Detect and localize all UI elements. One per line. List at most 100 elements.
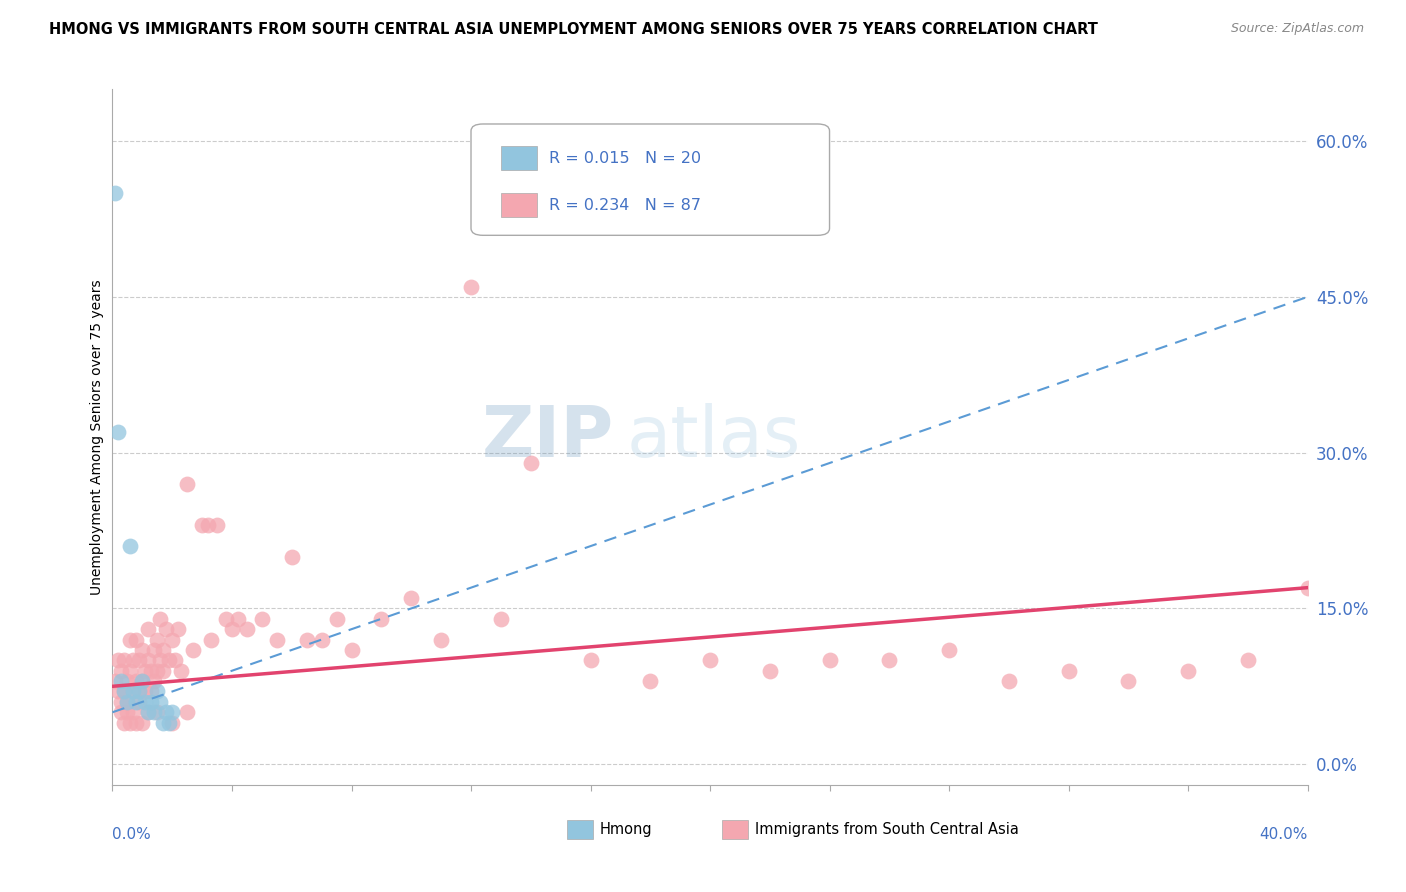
Point — [122, 653, 145, 667]
Point — [149, 612, 172, 626]
Point — [131, 674, 153, 689]
Point — [176, 476, 198, 491]
Point — [131, 715, 153, 730]
Point — [325, 612, 347, 626]
Point — [1057, 664, 1080, 678]
Point — [141, 684, 163, 698]
Point — [157, 653, 180, 667]
FancyBboxPatch shape — [567, 820, 593, 839]
Point — [200, 632, 222, 647]
Point — [114, 684, 135, 698]
Point — [250, 612, 273, 626]
Point — [143, 674, 166, 689]
Point — [110, 674, 132, 689]
Point — [266, 632, 288, 647]
Point — [125, 632, 148, 647]
Point — [879, 653, 901, 667]
Text: ZIP: ZIP — [482, 402, 614, 472]
Point — [998, 674, 1021, 689]
Point — [134, 664, 156, 678]
Point — [107, 425, 129, 439]
Point — [152, 715, 174, 730]
Point — [134, 684, 156, 698]
Text: R = 0.015   N = 20: R = 0.015 N = 20 — [548, 151, 700, 166]
Point — [1118, 674, 1140, 689]
Point — [162, 715, 183, 730]
Point — [759, 664, 782, 678]
Point — [197, 518, 219, 533]
Point — [370, 612, 392, 626]
Point — [340, 643, 363, 657]
Point — [114, 653, 135, 667]
Point — [430, 632, 453, 647]
Point — [149, 653, 172, 667]
Point — [122, 684, 145, 698]
Point — [155, 622, 177, 636]
Point — [162, 706, 183, 720]
Point — [1237, 653, 1260, 667]
Point — [125, 715, 148, 730]
Point — [128, 684, 150, 698]
Point — [104, 674, 127, 689]
Point — [107, 684, 129, 698]
Point — [110, 664, 132, 678]
Point — [138, 622, 160, 636]
Point — [141, 695, 163, 709]
Point — [938, 643, 960, 657]
Point — [146, 632, 169, 647]
Point — [579, 653, 602, 667]
Point — [295, 632, 318, 647]
Point — [1296, 581, 1319, 595]
Text: 40.0%: 40.0% — [1260, 827, 1308, 842]
FancyBboxPatch shape — [501, 146, 537, 170]
Point — [460, 279, 482, 293]
Point — [226, 612, 249, 626]
Point — [120, 632, 142, 647]
Point — [120, 539, 142, 553]
Point — [138, 706, 160, 720]
Text: R = 0.234   N = 87: R = 0.234 N = 87 — [548, 198, 700, 213]
Point — [120, 715, 142, 730]
Point — [281, 549, 304, 564]
Point — [165, 653, 187, 667]
Text: Hmong: Hmong — [600, 822, 652, 837]
Point — [1177, 664, 1199, 678]
Point — [155, 706, 177, 720]
Point — [181, 643, 204, 657]
Point — [141, 664, 163, 678]
Point — [117, 706, 139, 720]
Point — [162, 632, 183, 647]
Point — [149, 695, 172, 709]
Point — [110, 695, 132, 709]
Point — [117, 695, 139, 709]
Point — [401, 591, 423, 605]
Point — [122, 706, 145, 720]
Point — [128, 684, 150, 698]
Point — [117, 674, 139, 689]
Y-axis label: Unemployment Among Seniors over 75 years: Unemployment Among Seniors over 75 years — [90, 279, 104, 595]
Point — [122, 684, 145, 698]
Point — [157, 715, 180, 730]
Point — [311, 632, 333, 647]
FancyBboxPatch shape — [471, 124, 830, 235]
Point — [146, 664, 169, 678]
Point — [170, 664, 193, 678]
Point — [131, 643, 153, 657]
Point — [107, 653, 129, 667]
Point — [143, 706, 166, 720]
Point — [114, 715, 135, 730]
Point — [146, 684, 169, 698]
Point — [489, 612, 512, 626]
Text: Source: ZipAtlas.com: Source: ZipAtlas.com — [1230, 22, 1364, 36]
Point — [215, 612, 238, 626]
Point — [167, 622, 190, 636]
Point — [205, 518, 228, 533]
Text: Immigrants from South Central Asia: Immigrants from South Central Asia — [755, 822, 1019, 837]
Point — [138, 653, 160, 667]
FancyBboxPatch shape — [723, 820, 748, 839]
Point — [236, 622, 259, 636]
Point — [110, 706, 132, 720]
Text: HMONG VS IMMIGRANTS FROM SOUTH CENTRAL ASIA UNEMPLOYMENT AMONG SENIORS OVER 75 Y: HMONG VS IMMIGRANTS FROM SOUTH CENTRAL A… — [49, 22, 1098, 37]
Point — [134, 695, 156, 709]
Point — [117, 695, 139, 709]
